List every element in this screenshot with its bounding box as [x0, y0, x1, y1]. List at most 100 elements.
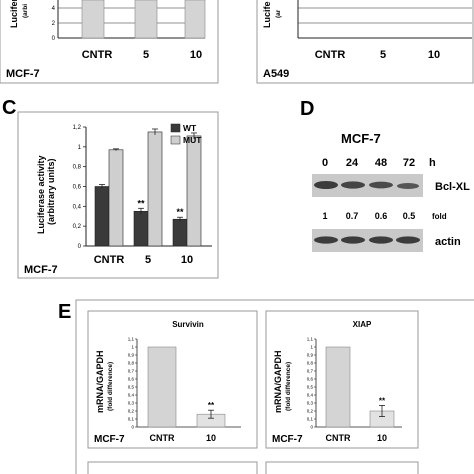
- panel-top-left: 4 2 0 Lucifera (arbi CNTR 5 10 MCF-7: [0, 0, 219, 84]
- panel-c-frame: [17, 111, 219, 279]
- panel-d-time-0: 0: [322, 157, 328, 169]
- xiap-ytick-label: 0: [310, 425, 313, 430]
- panel-c-ytick-label: 0,6: [73, 185, 82, 191]
- xiap-ytick-label: 0,9: [307, 353, 314, 358]
- panel-c-ytick-label: 1: [78, 145, 82, 151]
- top-left-ylabel-2: (arbi: [22, 4, 29, 18]
- xiap-ytick-label: 0,2: [307, 409, 314, 414]
- survivin-category-label: 10: [206, 433, 216, 443]
- xiap-bar: [325, 346, 351, 428]
- survivin-ytick-label: 0,8: [128, 361, 135, 366]
- survivin-ytick-label: 0,4: [128, 393, 135, 398]
- fold-label: fold: [432, 212, 447, 221]
- top-right-frame: [256, 0, 474, 84]
- blot-band: [341, 181, 365, 189]
- panel-d: D MCF-7 0 24 48 72 h Bcl-XL 1 0.7 0.6 0.…: [300, 98, 470, 252]
- xiap-ytick-label: 1: [310, 345, 313, 350]
- survivin-ylabel-2: (fold difference): [107, 362, 114, 411]
- xiap-ylabel: mRNA/GAPDH: [273, 350, 283, 413]
- legend-wt-swatch: [170, 123, 181, 133]
- top-right-category: 5: [380, 49, 386, 61]
- survivin-frame: [87, 310, 258, 449]
- blot-band: [369, 236, 393, 244]
- survivin-bar: [147, 346, 177, 428]
- lower-right-frame: [265, 461, 419, 474]
- blot-band: [397, 183, 419, 189]
- xiap-category-label: CNTR: [326, 433, 351, 443]
- panel-d-time-48: 48: [375, 157, 387, 169]
- survivin-ytick-label: 1: [131, 345, 134, 350]
- top-left-bar: [81, 0, 105, 39]
- band-label-bcl-xl: Bcl-XL: [435, 181, 470, 193]
- xiap-significance: **: [379, 396, 386, 405]
- panel-c-bar-wt: [94, 186, 110, 247]
- xiap-ytick-label: 0,8: [307, 361, 314, 366]
- survivin-ytick-label: 0,7: [128, 369, 135, 374]
- blot-band: [314, 181, 338, 189]
- panel-e-letter: E: [58, 301, 71, 323]
- survivin-title: Survivin: [172, 320, 204, 329]
- xiap-category-label: 10: [377, 433, 387, 443]
- xiap-frame: [265, 310, 419, 449]
- top-left-category: 10: [190, 49, 202, 61]
- panel-c-ytick-label: 0,2: [73, 224, 82, 230]
- top-left-bar: [184, 0, 206, 39]
- blot-band: [341, 236, 365, 244]
- top-right-ylabel-2: (ar: [275, 9, 282, 18]
- xiap-title: XIAP: [353, 320, 372, 329]
- panel-e: E Survivin mRNA/GAPDH (fold difference) …: [58, 299, 474, 474]
- panel-d-time-unit: h: [429, 157, 436, 169]
- survivin-cell-line: MCF-7: [94, 434, 125, 445]
- top-left-category: CNTR: [82, 49, 113, 61]
- xiap-ylabel-2: (fold difference): [285, 362, 292, 411]
- panel-c-category-label: CNTR: [94, 254, 125, 266]
- top-right-category: 10: [428, 49, 440, 61]
- top-left-ylabel: Lucifera: [9, 0, 19, 28]
- top-left-cell-line: MCF-7: [6, 68, 40, 80]
- blot-bcl-xl-strip: [312, 174, 423, 197]
- xiap-ytick-label: 0,4: [307, 393, 314, 398]
- legend-mut-swatch: [170, 135, 181, 145]
- survivin-ytick-label: 0,9: [128, 353, 135, 358]
- panel-top-right: Lucife (ar CNTR 5 10 A549: [256, 0, 474, 84]
- panel-c-significance: **: [176, 207, 184, 217]
- panel-c-ytick-label: 0: [78, 244, 82, 250]
- panel-c-letter: C: [2, 97, 16, 119]
- panel-e-outer-frame: [75, 299, 474, 474]
- panel-c-bar-mut: [108, 149, 124, 247]
- panel-c-ylabel-2: (arbitrary units): [46, 158, 56, 225]
- panel-c-category-label: 10: [181, 254, 193, 266]
- panel-c-bar-mut: [186, 135, 202, 247]
- panel-c-bar-mut: [147, 131, 163, 247]
- blot-band: [314, 236, 338, 244]
- survivin-ytick-label: 0: [131, 425, 134, 430]
- survivin-significance: **: [208, 401, 215, 410]
- top-left-frame: [0, 0, 219, 84]
- panel-c-bar-wt: [133, 210, 149, 247]
- fold-value: 0.7: [346, 211, 359, 221]
- panel-d-cell-line: MCF-7: [341, 131, 381, 146]
- blot-band: [369, 181, 393, 189]
- xiap-ytick-label: 0,7: [307, 369, 314, 374]
- panel-c-cell-line: MCF-7: [24, 264, 58, 276]
- panel-c-category-label: 5: [145, 254, 151, 266]
- fold-value: 0.6: [375, 211, 388, 221]
- lower-left-frame: [87, 461, 258, 474]
- survivin-category-label: CNTR: [150, 433, 175, 443]
- survivin-ytick-label: 0,6: [128, 377, 135, 382]
- survivin-ytick-label: 0,3: [128, 401, 135, 406]
- xiap-cell-line: MCF-7: [272, 434, 303, 445]
- survivin-ytick-label: 0,1: [128, 417, 135, 422]
- top-right-category: CNTR: [315, 49, 346, 61]
- blot-actin-strip: [312, 229, 423, 252]
- panel-d-letter: D: [300, 98, 314, 120]
- xiap-ytick-label: 0,1: [307, 417, 314, 422]
- top-left-category: 5: [143, 49, 149, 61]
- blot-band: [396, 236, 420, 244]
- panel-c-ytick-label: 1,2: [73, 125, 82, 131]
- top-right-ylabel: Lucife: [262, 1, 272, 28]
- fold-value: 0.5: [403, 211, 416, 221]
- panel-c-ytick-label: 0,4: [73, 204, 82, 210]
- survivin-ylabel: mRNA/GAPDH: [95, 350, 105, 413]
